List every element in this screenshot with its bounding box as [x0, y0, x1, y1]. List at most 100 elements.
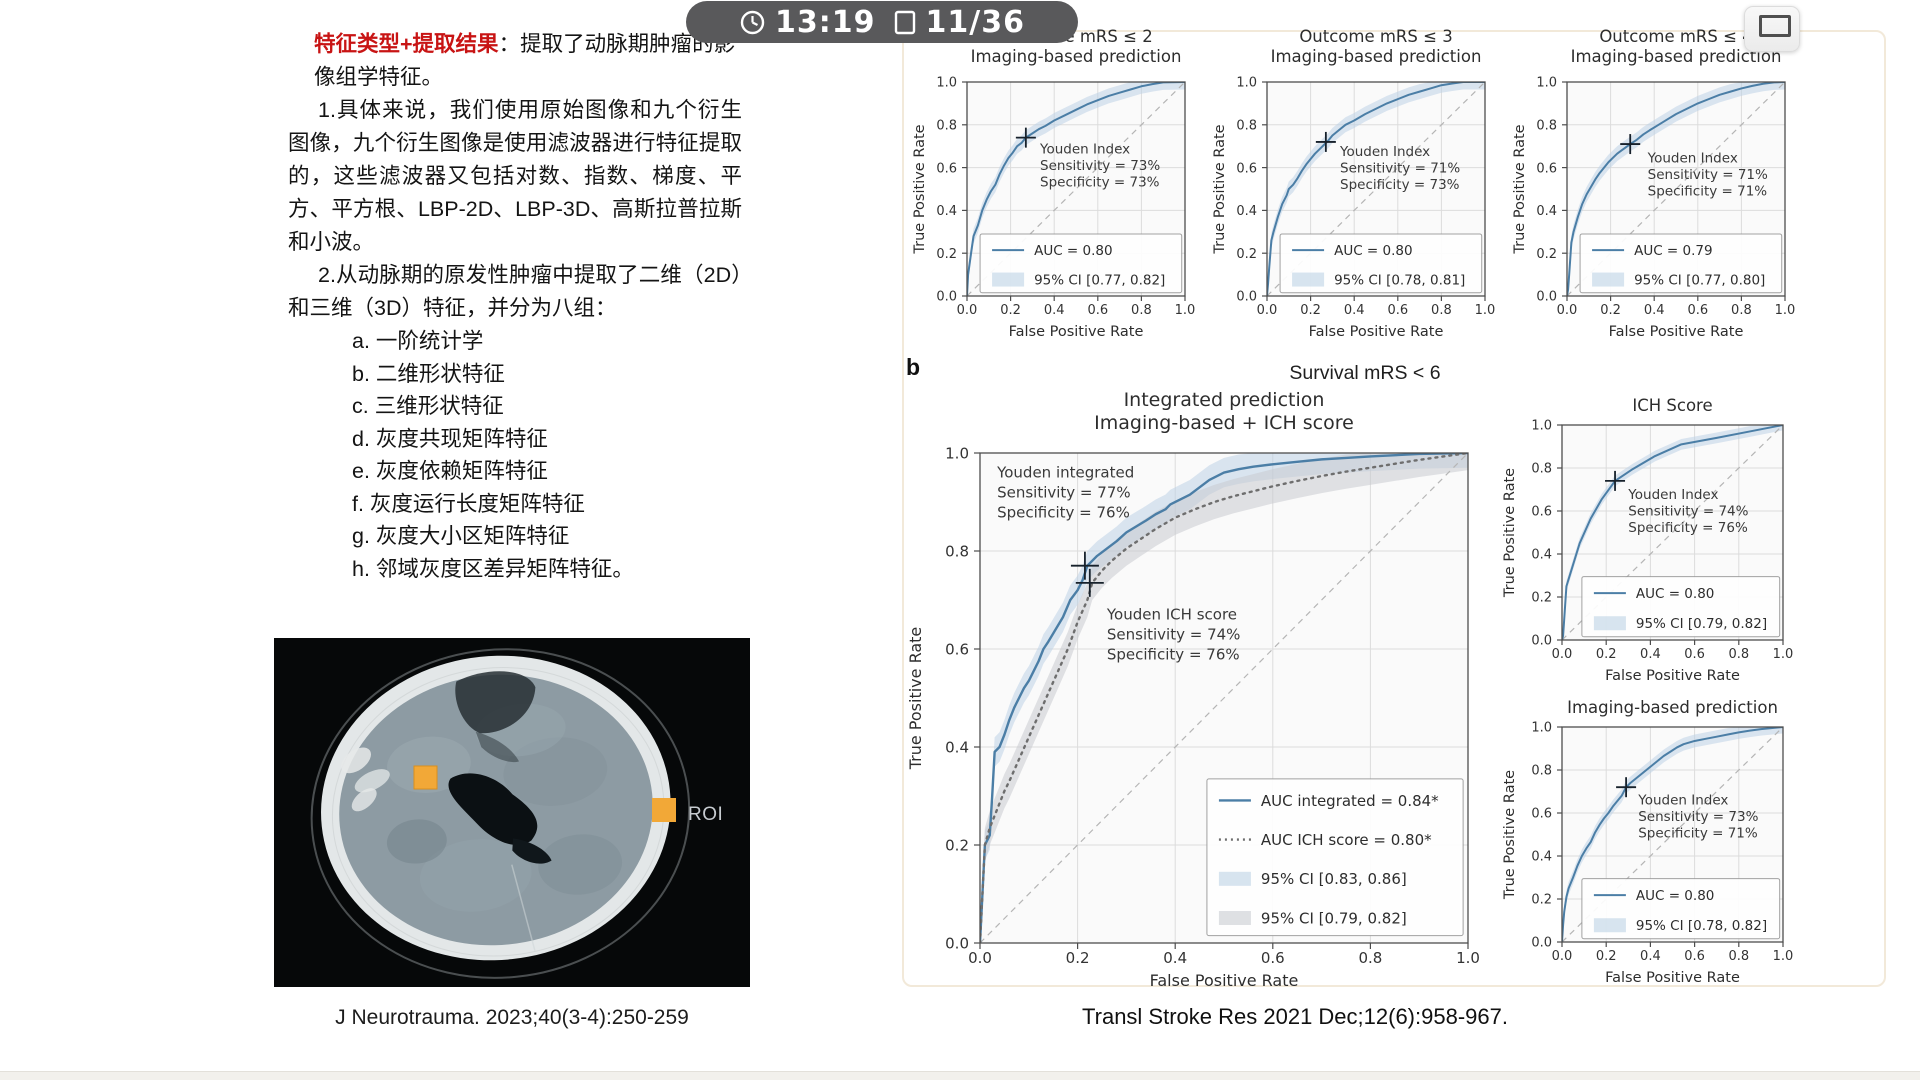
svg-text:AUC = 0.80: AUC = 0.80 [1636, 586, 1715, 602]
svg-text:False Positive Rate: False Positive Rate [1309, 324, 1444, 340]
left-text-column: 特征类型+提取结果：提取了动脉期肿瘤的影像组学特征。 1.具体来说，我们使用原始… [288, 28, 742, 585]
svg-text:0.4: 0.4 [1640, 647, 1661, 662]
svg-text:Sensitivity = 71%: Sensitivity = 71% [1340, 160, 1460, 176]
svg-text:1.0: 1.0 [1773, 647, 1794, 662]
svg-text:95% CI [0.78, 0.81]: 95% CI [0.78, 0.81] [1334, 272, 1465, 288]
svg-text:Youden Index: Youden Index [1627, 487, 1718, 503]
svg-text:Youden integrated: Youden integrated [996, 464, 1134, 482]
feature-list-item: e. 灰度依赖矩阵特征 [352, 459, 548, 483]
svg-text:0.0: 0.0 [1552, 949, 1573, 964]
frontal-dark-region [455, 671, 536, 734]
svg-text:1.0: 1.0 [1531, 419, 1552, 434]
roi-legend-swatch [652, 798, 676, 822]
svg-text:0.2: 0.2 [1536, 247, 1557, 262]
svg-text:0.4: 0.4 [936, 204, 957, 219]
svg-text:ICH Score: ICH Score [1632, 396, 1712, 415]
svg-text:0.6: 0.6 [945, 640, 969, 658]
feature-list-item: d. 灰度共现矩阵特征 [352, 426, 548, 451]
svg-text:0.4: 0.4 [1531, 548, 1552, 563]
svg-text:Youden Index: Youden Index [1339, 144, 1430, 160]
svg-text:0.2: 0.2 [1066, 949, 1090, 967]
roc-chart-ich-score: Youden Index Sensitivity = 74% Specificity… [1500, 395, 1800, 687]
roc-chart-outcome-mrs4: Youden Index Sensitivity = 71% Specificity… [1510, 26, 1810, 358]
svg-text:0.4: 0.4 [1531, 850, 1552, 865]
svg-text:1.0: 1.0 [1536, 76, 1557, 91]
overlay-page-count: 11/36 [925, 4, 1025, 40]
svg-text:Youden Index: Youden Index [1647, 150, 1738, 166]
svg-text:0.0: 0.0 [1531, 936, 1552, 951]
feature-list-item: h. 邻域灰度区差异矩阵特征。 [352, 556, 634, 581]
svg-text:1.0: 1.0 [1456, 949, 1480, 967]
svg-text:True Positive Rate: True Positive Rate [912, 124, 928, 254]
svg-text:0.8: 0.8 [1531, 764, 1552, 779]
pip-window-icon [1759, 15, 1791, 37]
svg-text:Specificity = 71%: Specificity = 71% [1648, 183, 1768, 199]
svg-text:Youden Index: Youden Index [1039, 142, 1130, 158]
svg-text:0.2: 0.2 [1531, 591, 1552, 606]
svg-text:0.6: 0.6 [1261, 949, 1285, 967]
svg-text:Imaging-based prediction: Imaging-based prediction [1567, 698, 1778, 717]
citation-right: Transl Stroke Res 2021 Dec;12(6):958-967… [1082, 1004, 1508, 1029]
svg-text:Imaging-based + ICH score: Imaging-based + ICH score [1094, 412, 1354, 434]
paragraph-2: 2.从动脉期的原发性肿瘤中提取了二维（2D）和三维（3D）特征，并分为八组： [288, 263, 742, 320]
svg-text:0.0: 0.0 [936, 290, 957, 305]
clock-icon [740, 10, 765, 34]
svg-text:0.0: 0.0 [957, 303, 978, 318]
scalp-outline [310, 648, 691, 979]
svg-text:1.0: 1.0 [1531, 721, 1552, 736]
svg-text:Specificity = 76%: Specificity = 76% [997, 504, 1130, 522]
feature-list-item: b. 二维形状特征 [352, 361, 505, 386]
roc-chart-outcome-mrs2: Youden Index Sensitivity = 73% Specificity… [910, 26, 1210, 358]
svg-text:0.6: 0.6 [1531, 807, 1552, 822]
svg-text:AUC = 0.80: AUC = 0.80 [1636, 888, 1715, 904]
svg-text:1.0: 1.0 [1475, 303, 1496, 318]
svg-text:Sensitivity = 77%: Sensitivity = 77% [997, 484, 1131, 502]
pip-button[interactable] [1744, 6, 1800, 52]
svg-text:0.8: 0.8 [1131, 303, 1152, 318]
svg-text:0.0: 0.0 [1236, 290, 1257, 305]
svg-text:AUC integrated = 0.84*: AUC integrated = 0.84* [1261, 792, 1439, 810]
svg-text:Specificity = 73%: Specificity = 73% [1340, 177, 1460, 193]
section-b-label: b [906, 354, 921, 380]
svg-text:0.4: 0.4 [1344, 303, 1365, 318]
roc-chart-imaging-based: Youden Index Sensitivity = 73% Specificity… [1500, 697, 1800, 989]
svg-text:0.0: 0.0 [1552, 647, 1573, 662]
section-heading: 特征类型+提取结果：提取了动脉期肿瘤的影像组学特征。 [314, 28, 742, 94]
svg-text:Sensitivity = 74%: Sensitivity = 74% [1107, 626, 1241, 644]
svg-text:0.4: 0.4 [945, 738, 969, 756]
svg-text:95% CI [0.83, 0.86]: 95% CI [0.83, 0.86] [1261, 870, 1407, 888]
roi-legend-label: ROI [688, 804, 723, 825]
svg-text:1.0: 1.0 [1773, 949, 1794, 964]
svg-text:0.2: 0.2 [1600, 303, 1621, 318]
svg-text:95% CI [0.77, 0.82]: 95% CI [0.77, 0.82] [1034, 272, 1165, 288]
svg-text:Sensitivity = 71%: Sensitivity = 71% [1648, 167, 1768, 183]
svg-text:95% CI [0.77, 0.80]: 95% CI [0.77, 0.80] [1634, 272, 1765, 288]
svg-text:Sensitivity = 74%: Sensitivity = 74% [1628, 504, 1748, 520]
svg-text:1.0: 1.0 [1775, 303, 1796, 318]
svg-text:Specificity = 76%: Specificity = 76% [1628, 520, 1748, 536]
svg-text:False Positive Rate: False Positive Rate [1150, 971, 1299, 990]
svg-text:0.4: 0.4 [1640, 949, 1661, 964]
svg-text:0.0: 0.0 [1531, 634, 1552, 649]
svg-text:0.8: 0.8 [1358, 949, 1382, 967]
svg-text:0.6: 0.6 [1387, 303, 1408, 318]
svg-text:0.6: 0.6 [1536, 161, 1557, 176]
recording-overlay: 13:19 11/36 [686, 1, 1078, 43]
svg-text:0.8: 0.8 [1531, 462, 1552, 477]
svg-text:0.8: 0.8 [936, 118, 957, 133]
svg-text:0.2: 0.2 [1300, 303, 1321, 318]
svg-text:1.0: 1.0 [1236, 76, 1257, 91]
svg-text:0.2: 0.2 [1596, 647, 1617, 662]
roc-chart-integrated: Youden integrated Sensitivity = 77% Specif… [905, 386, 1510, 990]
svg-text:0.2: 0.2 [1000, 303, 1021, 318]
roi-marker [413, 765, 438, 790]
svg-text:0.6: 0.6 [936, 161, 957, 176]
overlay-time: 13:19 [775, 4, 876, 40]
feature-list-item: f. 灰度运行长度矩阵特征 [352, 491, 585, 516]
svg-text:Integrated prediction: Integrated prediction [1124, 389, 1325, 411]
svg-text:AUC = 0.79: AUC = 0.79 [1634, 243, 1713, 259]
svg-text:0.8: 0.8 [1236, 118, 1257, 133]
svg-text:0.2: 0.2 [936, 247, 957, 262]
svg-text:0.8: 0.8 [1536, 118, 1557, 133]
svg-text:0.8: 0.8 [1728, 647, 1749, 662]
